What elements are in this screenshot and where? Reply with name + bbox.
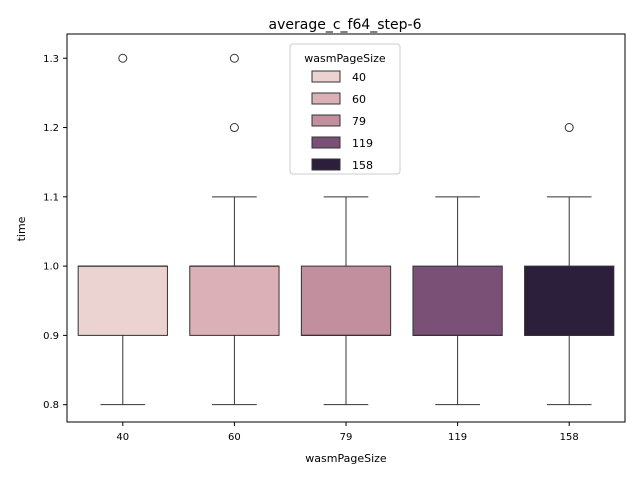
outlier-point	[229, 123, 239, 133]
x-tick-label: 40	[116, 432, 129, 443]
box-group-79	[300, 196, 392, 406]
box-rect	[524, 265, 615, 336]
x-tick-label: 119	[448, 432, 467, 443]
y-tick-label: 0.8	[43, 400, 59, 411]
x-tick-label: 60	[228, 432, 241, 443]
outlier-point	[118, 53, 128, 63]
legend-entry-label: 158	[352, 159, 373, 172]
y-tick-label: 1.3	[43, 54, 59, 65]
box-group-158	[524, 123, 615, 406]
legend-swatch	[311, 158, 341, 171]
legend-title: wasmPageSize	[304, 52, 386, 65]
y-tick-label: 1.0	[43, 262, 59, 273]
outlier-point	[564, 123, 574, 133]
y-tick-label: 1.1	[43, 192, 59, 203]
plot-area	[77, 53, 615, 406]
box-rect	[189, 265, 280, 336]
box-group-119	[412, 196, 503, 406]
legend-entry-label: 119	[352, 137, 373, 150]
x-tick-label: 79	[340, 432, 353, 443]
axis-ticks: 0.8 0.9 1.0 1.1 1.2 1.3 40 60 79 119 158	[43, 54, 579, 443]
x-tick-label: 158	[560, 432, 579, 443]
legend-swatch	[311, 70, 341, 83]
x-axis-label: wasmPageSize	[305, 452, 387, 465]
box-rect	[412, 265, 503, 336]
legend-swatch	[311, 114, 341, 127]
box-rect	[300, 265, 392, 336]
outlier-point	[229, 53, 239, 63]
y-tick-label: 0.9	[43, 331, 59, 342]
legend-entry-label: 40	[352, 71, 366, 84]
legend-entry-label: 60	[352, 93, 366, 106]
legend: wasmPageSize 40 60 79 119 158	[289, 43, 401, 175]
legend-swatch	[311, 136, 341, 149]
y-axis-label: time	[15, 216, 28, 241]
y-tick-label: 1.2	[43, 123, 59, 134]
box-group-60	[189, 53, 280, 406]
legend-entry-label: 79	[352, 115, 366, 128]
legend-swatch	[311, 92, 341, 105]
box-group-40	[77, 53, 168, 406]
chart-title: average_c_f64_step-6	[269, 17, 422, 33]
box-rect	[77, 265, 168, 336]
